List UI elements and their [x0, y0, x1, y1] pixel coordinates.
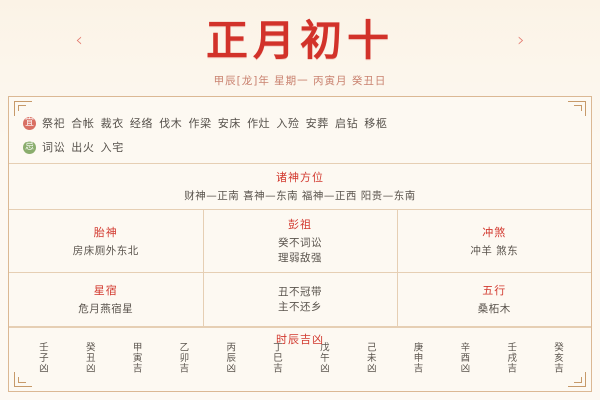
hour-item[interactable]: 甲寅吉 [130, 342, 142, 374]
hour-item[interactable]: 壬子凶 [36, 342, 48, 374]
hour-item[interactable]: 乙卯吉 [177, 342, 189, 374]
avoid-activities-text: 词讼 出火 入宅 [42, 141, 124, 154]
activities-section: 宜 祭祀 合帐 裁衣 经络 伐木 作梁 安床 作灶 入殓 安葬 启钻 移柩 忌 … [9, 97, 591, 163]
suitable-activities-text: 祭祀 合帐 裁衣 经络 伐木 作梁 安床 作灶 入殓 安葬 启钻 移柩 [42, 117, 388, 130]
hour-item[interactable]: 壬戌吉 [505, 342, 517, 374]
table-row: 星宿 危月燕宿星 丑不冠带 主不还乡 五行 桑柘木 [9, 272, 591, 327]
wuxing-cell: 五行 桑柘木 [396, 272, 591, 327]
corner-ornament-top-left [14, 101, 32, 116]
pengzu-cell: 彭祖 癸不词讼 理弱敌强 [202, 209, 398, 273]
xingxiu-title: 星宿 [93, 284, 118, 297]
hour-item[interactable]: 丙辰凶 [224, 342, 236, 374]
page-title: 正月初十 [205, 16, 394, 65]
hour-item[interactable]: 己未凶 [364, 342, 376, 374]
pengzu-line2: 理弱敌强 [278, 252, 322, 264]
pengzu-cell-2: 丑不冠带 主不还乡 [202, 272, 398, 327]
hour-item[interactable]: 辛酉凶 [458, 342, 470, 374]
corner-ornament-bottom-right [568, 372, 586, 387]
hour-item[interactable]: 庚申吉 [411, 342, 423, 374]
suitable-row: 宜 祭祀 合帐 裁衣 经络 伐木 作梁 安床 作灶 入殓 安葬 启钻 移柩 [23, 111, 591, 135]
page-subtitle: 甲辰[龙]年 星期一 丙寅月 癸丑日 [213, 75, 387, 87]
hour-item[interactable]: 癸丑凶 [83, 342, 95, 374]
chongsha-text: 冲羊 煞东 [470, 244, 519, 257]
avoid-row: 忌 词讼 出火 入宅 [23, 135, 591, 159]
hours-section: 时辰吉凶 壬子凶 癸丑凶 甲寅吉 乙卯吉 丙辰凶 丁巳吉 戊午凶 己未凶 庚申吉 辛酉凶 壬戌吉 癸亥… [9, 327, 591, 399]
wuxing-title: 五行 [482, 284, 507, 297]
chongsha-title: 冲煞 [482, 225, 507, 239]
taishen-text: 房床厕外东北 [72, 244, 139, 257]
prev-day-icon[interactable]: ‹ [75, 29, 83, 51]
gods-direction-title: 诸神方位 [276, 171, 324, 184]
hours-list: 壬子凶 癸丑凶 甲寅吉 乙卯吉 丙辰凶 丁巳吉 戊午凶 己未凶 庚申吉 辛酉凶 壬戌吉 癸亥吉 [9, 332, 591, 392]
hours-title: 时辰吉凶 [276, 333, 324, 346]
gods-direction-row: 诸神方位 财神—正南 喜神—东南 福神—正西 阳贵—东南 [9, 163, 591, 210]
xingxiu-cell: 星宿 危月燕宿星 [9, 272, 204, 327]
taishen-title: 胎神 [93, 225, 118, 239]
table-row: 胎神 房床厕外东北 彭祖 癸不词讼 理弱敌强 冲煞 冲羊 煞东 [9, 209, 591, 273]
almanac-frame: 宜 祭祀 合帐 裁衣 经络 伐木 作梁 安床 作灶 入殓 安葬 启钻 移柩 忌 … [8, 96, 592, 392]
chongsha-cell: 冲煞 冲羊 煞东 [396, 209, 591, 273]
corner-ornament-bottom-left [14, 372, 32, 387]
avoid-badge-icon: 忌 [23, 140, 36, 154]
hour-item[interactable]: 丁巳吉 [271, 342, 283, 374]
pengzu2-line2: 主不还乡 [278, 300, 322, 313]
almanac-grid: 诸神方位 财神—正南 喜神—东南 福神—正西 阳贵—东南 胎神 房床厕外东北 彭… [9, 163, 591, 327]
gods-direction-text: 财神—正南 喜神—东南 福神—正西 阳贵—东南 [184, 190, 416, 202]
next-day-icon[interactable]: › [517, 29, 525, 51]
pengzu-title: 彭祖 [288, 218, 312, 231]
page-header: ‹ › 正月初十 甲辰[龙]年 星期一 丙寅月 癸丑日 [0, 0, 600, 92]
taishen-cell: 胎神 房床厕外东北 [9, 209, 204, 273]
hour-item[interactable]: 戊午凶 [317, 342, 329, 374]
pengzu-line1: 癸不词讼 [278, 237, 322, 249]
suitable-badge-icon: 宜 [23, 116, 36, 130]
xingxiu-text: 危月燕宿星 [78, 303, 134, 315]
hour-item[interactable]: 癸亥吉 [552, 342, 564, 374]
wuxing-text: 桑柘木 [477, 303, 511, 315]
pengzu2-line1: 丑不冠带 [278, 285, 322, 298]
gods-direction-cell: 诸神方位 财神—正南 喜神—东南 福神—正西 阳贵—东南 [9, 163, 591, 210]
corner-ornament-top-right [568, 101, 586, 116]
